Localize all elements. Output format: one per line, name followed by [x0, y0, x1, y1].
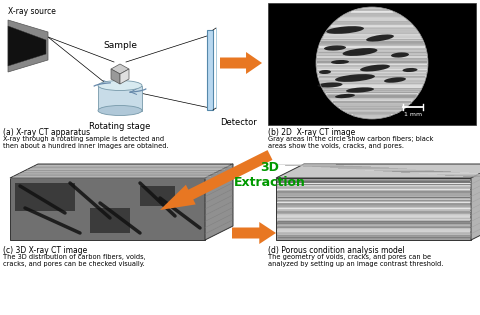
Ellipse shape: [391, 52, 409, 58]
Text: The geometry of voids, cracks, and pores can be
analyzed by setting up an image : The geometry of voids, cracks, and pores…: [268, 254, 444, 267]
Polygon shape: [471, 164, 480, 240]
Polygon shape: [10, 178, 205, 240]
Polygon shape: [120, 69, 129, 84]
FancyBboxPatch shape: [98, 85, 142, 111]
Text: X-ray through a rotating sample is detected and
then about a hundred inner image: X-ray through a rotating sample is detec…: [3, 136, 168, 149]
Text: 1 mm: 1 mm: [404, 112, 422, 117]
Ellipse shape: [384, 77, 406, 83]
Ellipse shape: [319, 70, 331, 74]
Ellipse shape: [360, 65, 390, 72]
Ellipse shape: [317, 83, 343, 88]
Text: Rotating stage: Rotating stage: [89, 122, 151, 131]
Polygon shape: [220, 52, 262, 74]
FancyBboxPatch shape: [207, 30, 213, 110]
Polygon shape: [8, 26, 46, 66]
Polygon shape: [276, 164, 480, 178]
Ellipse shape: [403, 68, 418, 72]
Polygon shape: [160, 150, 273, 210]
Ellipse shape: [335, 74, 375, 82]
Ellipse shape: [326, 26, 364, 34]
Text: (d) Porous condition analysis model: (d) Porous condition analysis model: [268, 246, 405, 255]
Ellipse shape: [366, 34, 394, 42]
Polygon shape: [111, 69, 120, 84]
FancyBboxPatch shape: [268, 3, 476, 125]
Text: 3D
Extraction: 3D Extraction: [234, 161, 306, 189]
Polygon shape: [111, 64, 129, 74]
Polygon shape: [276, 178, 471, 240]
FancyBboxPatch shape: [15, 183, 75, 211]
Ellipse shape: [346, 87, 374, 93]
Text: (c) 3D X-ray CT image: (c) 3D X-ray CT image: [3, 246, 87, 255]
Polygon shape: [10, 164, 233, 178]
Ellipse shape: [98, 81, 142, 90]
Ellipse shape: [324, 45, 346, 51]
Polygon shape: [205, 164, 233, 240]
Ellipse shape: [335, 94, 355, 98]
Ellipse shape: [331, 60, 349, 64]
Text: (a) X-ray CT apparatus: (a) X-ray CT apparatus: [3, 128, 90, 137]
Text: X-ray source: X-ray source: [8, 7, 56, 16]
Text: (b) 2D  X-ray CT image: (b) 2D X-ray CT image: [268, 128, 355, 137]
Text: Sample: Sample: [103, 41, 137, 50]
FancyBboxPatch shape: [90, 208, 130, 233]
Text: Gray areas in the circle show carbon fibers; black
areas show the voids, cracks,: Gray areas in the circle show carbon fib…: [268, 136, 433, 149]
Text: Detector: Detector: [220, 118, 257, 127]
Circle shape: [316, 7, 428, 119]
Ellipse shape: [98, 106, 142, 116]
Text: The 3D distribution of carbon fibers, voids,
cracks, and pores can be checked vi: The 3D distribution of carbon fibers, vo…: [3, 254, 145, 267]
Polygon shape: [232, 222, 276, 244]
FancyBboxPatch shape: [140, 186, 175, 206]
Ellipse shape: [343, 48, 377, 56]
Polygon shape: [8, 20, 48, 72]
